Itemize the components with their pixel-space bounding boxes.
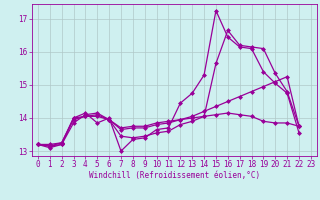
- X-axis label: Windchill (Refroidissement éolien,°C): Windchill (Refroidissement éolien,°C): [89, 171, 260, 180]
